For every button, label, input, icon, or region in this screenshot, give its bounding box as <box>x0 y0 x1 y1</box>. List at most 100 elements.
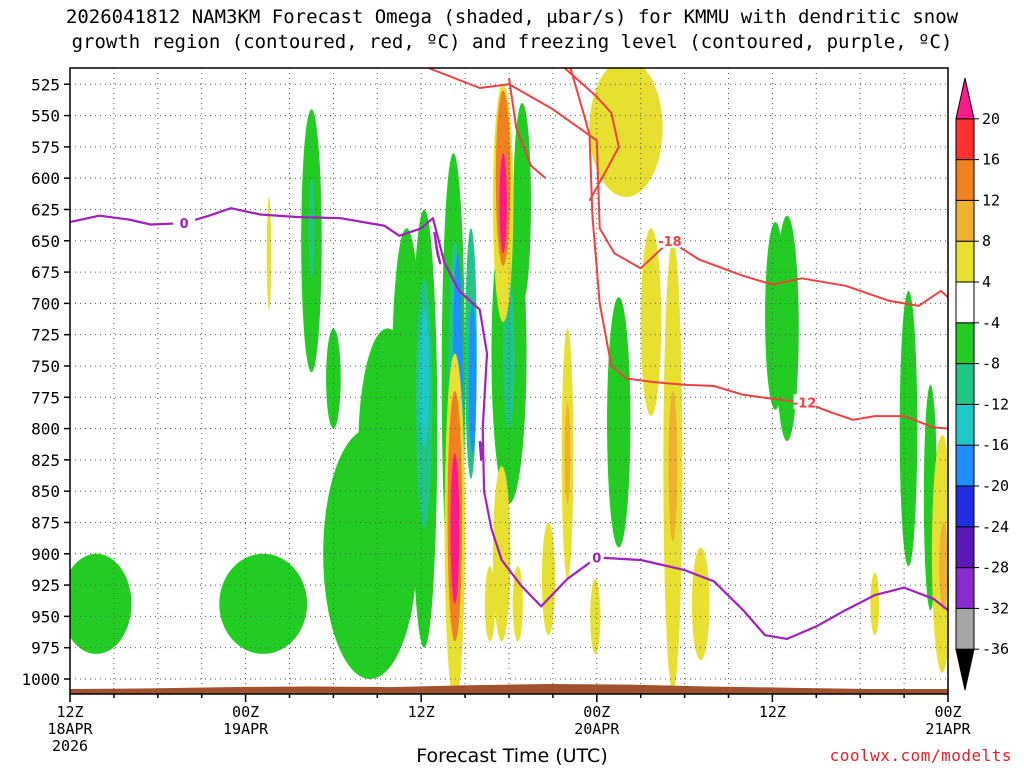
omega-region <box>484 566 496 642</box>
credit-link[interactable]: coolwx.com/modelts <box>829 746 1012 765</box>
colorbar-label: 16 <box>982 151 1000 169</box>
omega-region <box>607 297 631 548</box>
y-tick-label: 625 <box>31 200 60 219</box>
freezing-level-contour <box>478 440 484 461</box>
x-tick-label: 00Z <box>232 703 259 721</box>
omega-region <box>70 553 132 654</box>
omega-region <box>668 391 678 542</box>
y-tick-label: 975 <box>31 639 60 658</box>
x-tick-label: 21APR <box>925 720 971 738</box>
colorbar-segment <box>955 444 975 487</box>
x-tick-label: 20APR <box>574 720 620 738</box>
colorbar-label: -8 <box>982 355 1000 373</box>
omega-region <box>541 522 556 636</box>
contour-label-bg <box>589 549 604 565</box>
colorbar-label: 8 <box>982 232 991 250</box>
y-tick-label: 950 <box>31 607 60 626</box>
colorbar: -36 -32 -28 -24 -20 -16 -12 -8 -4 4 8 12 16 20 <box>955 77 1009 691</box>
colorbar-label: -36 <box>982 640 1009 658</box>
y-tick-label: 1000 <box>21 670 60 689</box>
omega-region <box>468 303 477 454</box>
x-tick-label: 18APR <box>47 720 93 738</box>
omega-region <box>513 103 531 304</box>
colorbar-segment <box>955 77 975 120</box>
terrain <box>70 684 948 694</box>
contour-label: 0 <box>180 217 189 232</box>
colorbar-segment <box>955 403 975 446</box>
y-tick-label: 650 <box>31 232 60 251</box>
omega-region <box>640 228 662 417</box>
contour-label: 0 <box>592 552 601 567</box>
colorbar-label: -24 <box>982 518 1009 536</box>
omega-region <box>499 153 507 254</box>
colorbar-label: -20 <box>982 477 1009 495</box>
omega-region <box>564 403 571 504</box>
omega-region <box>266 196 272 310</box>
omega-region <box>870 572 880 636</box>
y-tick-label: 775 <box>31 388 60 407</box>
contour-label-bg <box>658 232 681 248</box>
colorbar-segment <box>955 567 975 609</box>
omega-region <box>450 453 460 604</box>
y-tick-label: 700 <box>31 294 60 313</box>
y-tick-label: 550 <box>31 107 60 126</box>
chart-title-line1: 2026041812 NAM3KM Forecast Omega (shaded… <box>65 6 959 28</box>
y-tick-label: 600 <box>31 169 60 188</box>
y-tick-label: 925 <box>31 576 60 595</box>
chart-title-line2: growth region (contoured, red, ºC) and f… <box>71 31 953 53</box>
dgz-contour <box>569 68 948 430</box>
x-tick-label: 12Z <box>408 703 435 721</box>
x-tick-label: 2026 <box>52 737 88 755</box>
freezing-level-contour <box>433 231 442 265</box>
omega-region <box>219 553 308 654</box>
y-tick-label: 675 <box>31 263 60 282</box>
x-axis-label: Forecast Time (UTC) <box>416 745 608 767</box>
colorbar-segment <box>955 485 975 528</box>
dgz-contour <box>508 77 547 179</box>
omega-region <box>775 215 799 442</box>
omega-region <box>492 466 511 642</box>
y-tick-label: 850 <box>31 482 60 501</box>
x-tick-label: 12Z <box>56 703 83 721</box>
omega-region <box>899 290 918 567</box>
omega-region <box>419 309 430 448</box>
freezing-level-contour <box>70 207 948 640</box>
colorbar-segment <box>955 118 975 161</box>
colorbar-segment <box>955 240 975 283</box>
contour-label: -12 <box>793 396 817 411</box>
colorbar-label: 4 <box>982 273 991 291</box>
contour-label: -18 <box>658 235 682 250</box>
y-tick-label: 800 <box>31 420 60 439</box>
colorbar-label: -28 <box>982 559 1009 577</box>
colorbar-label: -12 <box>982 395 1009 413</box>
y-tick-label: 575 <box>31 138 60 157</box>
y-tick-label: 900 <box>31 545 60 564</box>
colorbar-label: 12 <box>982 191 1000 209</box>
colorbar-segment <box>955 363 975 405</box>
omega-region <box>691 547 710 661</box>
colorbar-segment <box>955 281 975 324</box>
colorbar-label: -16 <box>982 436 1009 454</box>
contours: -18 -12 0 0 <box>70 68 948 640</box>
y-axis: 525 550 575 600 625 650 675 700 725 750 775 800 825 8… <box>21 75 70 689</box>
colorbar-segment <box>955 322 975 365</box>
x-tick-label: 00Z <box>934 703 961 721</box>
colorbar-segment <box>955 607 975 650</box>
colorbar-segment <box>955 199 975 242</box>
colorbar-segment <box>955 648 975 691</box>
colorbar-segment <box>955 526 975 569</box>
omega-region <box>589 68 663 197</box>
dgz-contour <box>563 68 620 202</box>
colorbar-segment <box>955 159 975 201</box>
x-tick-label: 00Z <box>583 703 610 721</box>
x-tick-label: 19APR <box>223 720 269 738</box>
colorbar-label: -32 <box>982 599 1009 617</box>
x-tick-label: 12Z <box>759 703 786 721</box>
contour-label-bg <box>793 394 816 410</box>
y-tick-label: 825 <box>31 451 60 470</box>
y-tick-label: 875 <box>31 513 60 532</box>
colorbar-label: -4 <box>982 314 1000 332</box>
y-tick-label: 525 <box>31 75 60 94</box>
